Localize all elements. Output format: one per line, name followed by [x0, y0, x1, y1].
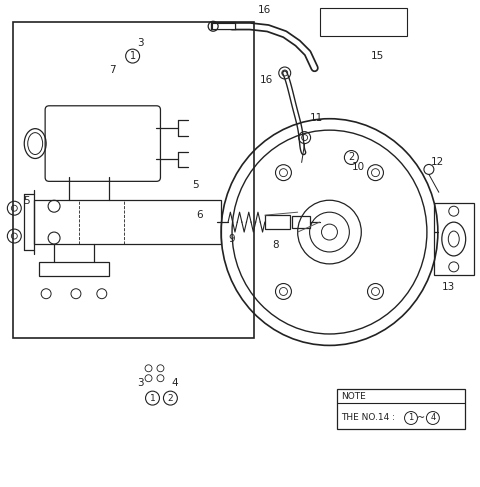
Text: 1: 1: [408, 413, 414, 423]
Bar: [265, 215, 290, 229]
Text: 4: 4: [430, 413, 435, 423]
Text: 5: 5: [192, 180, 199, 190]
Text: NOTE: NOTE: [341, 392, 366, 401]
Text: THE NO.14 :: THE NO.14 :: [341, 413, 396, 423]
Text: ~: ~: [417, 413, 425, 423]
Text: 15: 15: [371, 51, 384, 61]
Text: 10: 10: [351, 163, 364, 172]
Text: 6: 6: [196, 210, 203, 220]
Text: 16: 16: [260, 75, 273, 85]
Bar: [320, 8, 407, 36]
Text: 5: 5: [23, 196, 30, 206]
Text: 1: 1: [150, 393, 156, 403]
Text: 13: 13: [442, 282, 455, 292]
Bar: [292, 216, 310, 228]
Text: 16: 16: [258, 5, 271, 15]
Text: 3: 3: [138, 38, 144, 48]
Text: 4: 4: [171, 378, 178, 388]
Bar: [13, 22, 254, 338]
Text: 3: 3: [137, 378, 144, 388]
Text: 9: 9: [228, 234, 235, 244]
Text: 12: 12: [431, 157, 444, 168]
Text: 1: 1: [130, 51, 136, 61]
Bar: [337, 389, 465, 429]
Text: 8: 8: [272, 240, 278, 250]
Bar: [434, 203, 474, 275]
Text: 2: 2: [168, 393, 173, 403]
Text: 11: 11: [310, 112, 323, 123]
Bar: [34, 200, 221, 244]
Text: 7: 7: [109, 65, 115, 75]
Bar: [39, 262, 109, 276]
Text: 2: 2: [348, 152, 354, 163]
